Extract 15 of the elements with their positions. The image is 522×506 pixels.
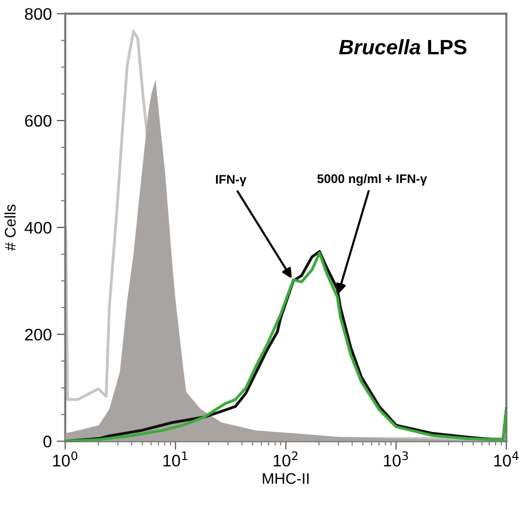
y-tick-label: 200 — [25, 328, 52, 341]
y-tick-label: 800 — [24, 8, 52, 20]
x-tick-label: 10$^{1}$ — [163, 452, 188, 467]
y-axis-title: # Cells — [4, 204, 16, 251]
annotation: 5000 ng/ml + IFN-γ — [317, 174, 428, 186]
x-tick-label: 10$^{4}$ — [494, 452, 518, 467]
y-tick-label: 0 — [43, 436, 52, 448]
text: Brucella LPS — [339, 39, 466, 54]
x-tick-label: 10$^{2}$ — [274, 451, 298, 467]
y-tick-label: 600 — [25, 114, 52, 127]
y-tick-label: 400 — [24, 222, 52, 234]
annotation: IFN-γ — [216, 175, 246, 186]
x-axis-title: MHC-II — [262, 473, 309, 484]
x-tick-label: 10$^{3}$ — [384, 451, 408, 467]
x-tick-label: 10$^{0}$ — [53, 451, 78, 467]
